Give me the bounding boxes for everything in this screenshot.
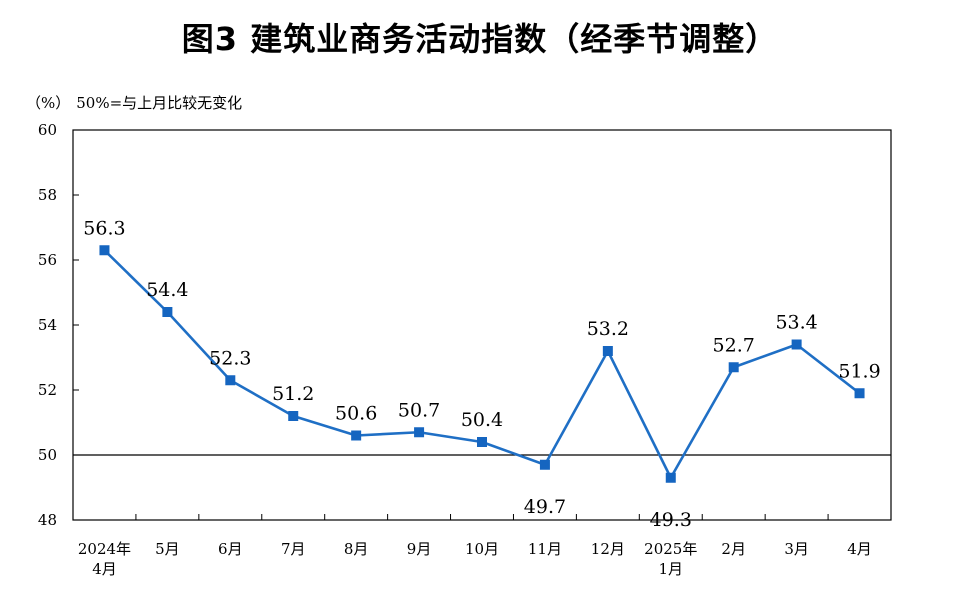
data-label: 52.3 [209,347,251,369]
data-point [791,339,802,350]
data-label: 52.7 [713,334,755,356]
x-tick-label: 5月 [155,540,180,558]
data-point [99,245,110,256]
data-label: 51.9 [838,360,880,382]
plot-frame [72,129,892,521]
x-tick-label: 7月 [281,540,306,558]
x-tick-label: 12月 [591,540,625,558]
data-label: 50.6 [335,403,377,425]
data-point [728,362,739,373]
data-label: 49.7 [524,496,566,518]
data-label: 53.2 [587,318,629,340]
data-label: 50.7 [398,399,440,421]
y-tick-label: 58 [38,186,57,204]
baseline-note: 50%=与上月比较无变化 [76,94,243,112]
unit-label: （%） [26,94,71,112]
data-label: 56.3 [83,217,125,239]
data-point [414,427,425,438]
y-tick-label: 52 [38,381,57,399]
data-point [288,411,299,421]
x-tick-label: 4月 [92,560,117,578]
x-tick-label: 11月 [528,540,562,558]
data-point [162,307,173,317]
data-point [854,388,865,399]
y-tick-label: 48 [38,511,57,529]
chart-note: （%） 50%=与上月比较无变化 [26,92,242,113]
x-tick-label: 1月 [658,560,683,578]
data-point [351,430,362,441]
data-point [602,346,613,356]
y-tick-label: 50 [38,446,57,464]
x-tick-label: 10月 [465,540,499,558]
x-tick-label: 2025年 [644,540,697,558]
x-tick-label: 9月 [407,540,432,558]
x-tick-label: 8月 [344,540,369,558]
chart-title: 图3 建筑业商务活动指数（经季节调整） [181,20,779,58]
x-tick-label: 3月 [784,540,809,558]
data-label: 50.4 [461,409,503,431]
y-tick-label: 56 [38,251,57,269]
x-tick-label: 2024年 [78,540,131,558]
x-tick-label: 6月 [218,540,243,558]
data-label: 49.3 [650,509,692,531]
data-label: 51.2 [272,383,314,405]
data-point [665,472,676,483]
x-tick-label: 4月 [847,540,872,558]
data-label: 54.4 [146,279,188,301]
data-point [539,459,550,470]
data-point [477,437,487,447]
x-tick-label: 2月 [721,540,746,558]
y-tick-label: 54 [38,316,57,334]
y-tick-label: 60 [38,121,57,139]
data-point [225,375,236,386]
data-label: 53.4 [775,312,817,334]
